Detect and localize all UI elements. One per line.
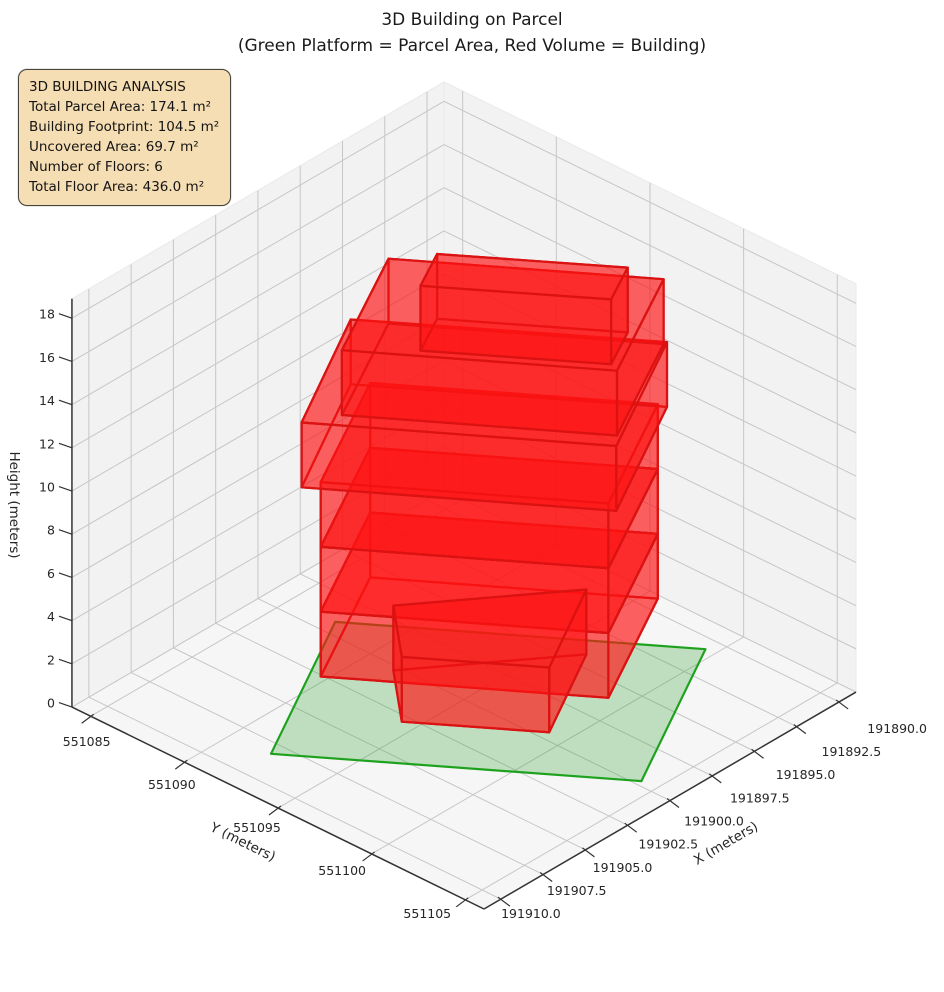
x-tick-label: 191907.5 (547, 883, 607, 898)
z-axis-tick (58, 529, 73, 535)
x-axis-tick (793, 724, 807, 735)
grid-z-left-wall (71, 187, 445, 406)
y-tick-label: 551095 (233, 820, 281, 835)
y-tick-label: 551090 (148, 777, 196, 792)
grid-z-left-wall (71, 446, 445, 665)
grid-z-left-wall (71, 403, 445, 622)
floor-4-top-face (300, 318, 669, 448)
z-axis-tick (58, 313, 73, 319)
z-tick-label: 0 (47, 696, 55, 711)
grid-z-left-wall (71, 489, 445, 708)
z-axis-tick (58, 615, 73, 622)
z-axis-tick (58, 485, 73, 492)
grid-y-floor (90, 498, 463, 717)
z-tick-label: 12 (39, 436, 55, 451)
grid-z-right-wall (443, 230, 857, 434)
info-line-uncovered: Uncovered Area: 69.7 m² (29, 139, 199, 155)
x-axis-tick (708, 773, 722, 784)
z-axis-tick (58, 701, 73, 708)
grid-y-floor (184, 544, 557, 763)
grid-z-right-wall (443, 100, 857, 304)
grid-y-floor (277, 590, 651, 809)
grid-z-left-wall (71, 144, 445, 362)
grid-z-right-wall (443, 187, 857, 391)
x-tick-label: 191905.0 (593, 860, 653, 875)
chart-title-line1: 3D Building on Parcel (381, 10, 563, 30)
grid-z-left-wall (71, 230, 445, 449)
info-line-parcel-area: Total Parcel Area: 174.1 m² (29, 99, 212, 115)
grid-z-left-wall (71, 273, 445, 492)
y-axis-tick (455, 897, 469, 908)
x-axis-tick (539, 872, 553, 882)
z-tick-label: 8 (47, 523, 55, 538)
grid-z-left-wall (71, 100, 445, 319)
x-tick-label: 191897.5 (730, 790, 790, 805)
info-line-heading: 3D BUILDING ANALYSIS (29, 79, 186, 95)
y-axis-tick (81, 713, 95, 724)
analysis-info-box: 3D BUILDING ANALYSIS Total Parcel Area: … (18, 69, 232, 206)
x-axis-tick (497, 896, 511, 907)
z-axis-tick (58, 572, 73, 579)
z-tick-label: 16 (39, 350, 55, 365)
z-axis-tick (58, 356, 73, 363)
floor-6-top-face (419, 252, 629, 301)
z-tick-label: 2 (47, 652, 55, 667)
chart-title-line2: (Green Platform = Parcel Area, Red Volum… (237, 36, 707, 56)
x-axis-tick (751, 748, 764, 759)
z-tick-label: 4 (47, 609, 55, 624)
info-line-floors: Number of Floors: 6 (29, 159, 163, 175)
z-axis-label: Height (meters) (6, 451, 22, 558)
x-tick-label: 191900.0 (684, 814, 744, 829)
ground-extension-top-face (392, 588, 588, 669)
grid-z-right-wall (443, 144, 857, 347)
y-tick-label: 551105 (403, 906, 451, 921)
z-tick-label: 10 (39, 480, 55, 495)
ground-extension-front-face (400, 655, 551, 734)
grid-y-floor (465, 682, 838, 901)
info-line-footprint: Building Footprint: 104.5 m² (29, 119, 220, 135)
x-axis-tick (582, 847, 595, 858)
x-axis-tick (835, 699, 849, 710)
y-axis-tick (268, 805, 282, 816)
parcel-surface (269, 620, 707, 783)
x-tick-label: 191910.0 (501, 906, 561, 921)
grid-z-left-wall (71, 360, 445, 578)
z-tick-label: 18 (39, 307, 55, 322)
chart-title: 3D Building on Parcel (Green Platform = … (0, 7, 944, 59)
z-axis-tick (58, 658, 73, 665)
x-tick-label: 191895.0 (776, 767, 836, 782)
y-axis-tick (174, 759, 188, 770)
x-tick-label: 191892.5 (822, 744, 882, 759)
z-tick-label: 6 (47, 566, 55, 581)
y-tick-label: 551100 (318, 863, 366, 878)
y-axis-tick (362, 851, 375, 862)
x-tick-label: 191902.5 (638, 837, 698, 852)
info-line-floor-area: Total Floor Area: 436.0 m² (29, 179, 205, 195)
y-tick-label: 551085 (63, 734, 111, 749)
x-axis-tick (624, 822, 638, 833)
x-axis-tick (666, 798, 680, 809)
grid-y-floor (371, 636, 744, 855)
z-tick-label: 14 (39, 393, 55, 408)
x-tick-label: 191890.0 (867, 721, 927, 736)
z-axis-tick (58, 399, 73, 406)
z-axis-tick (58, 442, 73, 449)
